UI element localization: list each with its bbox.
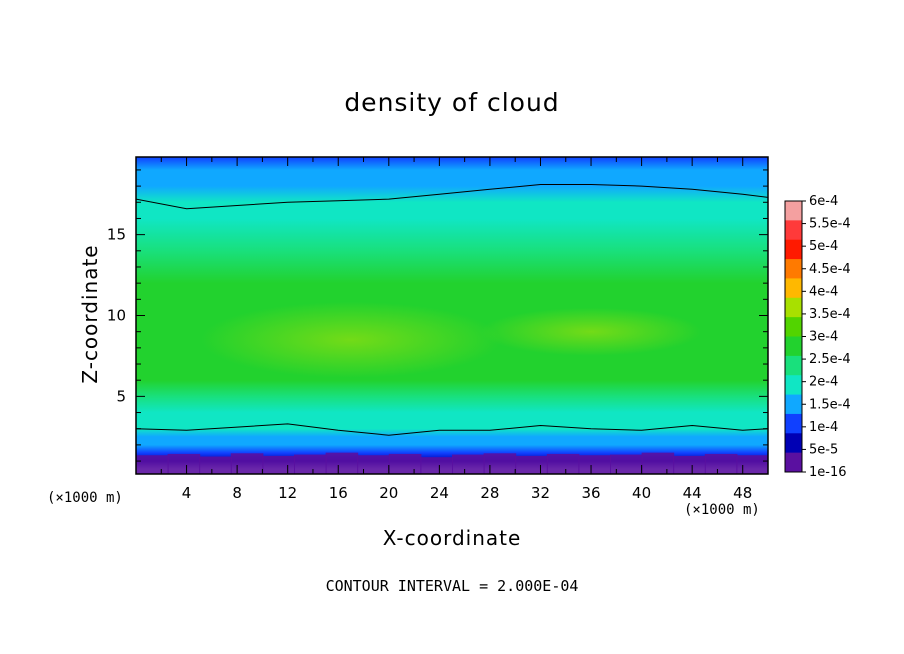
x-tick-label: 40 xyxy=(632,484,651,502)
density-field xyxy=(136,157,768,474)
colorbar-swatch xyxy=(785,355,802,376)
surface-band xyxy=(515,455,548,474)
contour-2e-4-upper-line xyxy=(136,184,768,210)
x-tick-label: 4 xyxy=(182,484,192,502)
colorbar-label: 3e-4 xyxy=(809,330,838,345)
x-tick-label: 20 xyxy=(379,484,398,502)
contour-interval-note: CONTOUR INTERVAL = 2.000E-04 xyxy=(325,577,579,595)
density-core xyxy=(200,301,501,378)
colorbar-label: 2.5e-4 xyxy=(809,352,851,367)
x-tick-label: 24 xyxy=(430,484,449,502)
colorbar-swatch xyxy=(785,278,802,299)
y-tick-label: 10 xyxy=(107,307,126,325)
surface-band xyxy=(357,455,390,474)
colorbar-label: 5.5e-4 xyxy=(809,217,851,232)
colorbar-label: 4.5e-4 xyxy=(809,262,851,277)
x-axis-label: X-coordinate xyxy=(382,526,522,550)
density-core xyxy=(481,307,702,356)
surface-band xyxy=(483,453,517,474)
colorbar-label: 1e-16 xyxy=(809,465,847,480)
colorbar-swatch xyxy=(785,297,802,318)
colorbar-swatch xyxy=(785,317,802,337)
x-tick-label: 28 xyxy=(480,484,499,502)
x-tick-label: 36 xyxy=(581,484,600,502)
colorbar-swatch xyxy=(785,201,802,221)
colorbar-label: 3.5e-4 xyxy=(809,307,851,322)
y-tick-label: 5 xyxy=(116,387,126,405)
colorbar-swatch xyxy=(785,413,802,434)
surface-band xyxy=(199,456,232,474)
surface-band xyxy=(736,455,768,474)
x-tick-label: 8 xyxy=(232,484,242,502)
surface-band xyxy=(578,455,611,474)
surface-band xyxy=(167,453,201,474)
contour-2e-4-lower-line xyxy=(136,423,768,436)
surface-band xyxy=(136,455,169,474)
surface-band xyxy=(641,452,675,474)
x-axis: 4 8 12 16 20 24 28 32 36 40 44 48 xyxy=(160,157,769,502)
x-unit-label-left: (×1000 m) xyxy=(47,490,123,506)
colorbar-swatch xyxy=(785,259,802,279)
colorbar-swatch xyxy=(785,336,802,357)
colorbar-swatch xyxy=(785,220,802,241)
surface-band xyxy=(704,453,738,474)
surface-band xyxy=(452,454,485,474)
surface-band xyxy=(546,453,580,474)
contour-lines xyxy=(136,184,768,436)
x-tick-label: 32 xyxy=(531,484,550,502)
colorbar-label: 5e-5 xyxy=(809,442,838,457)
surface-band xyxy=(388,453,422,474)
surface-band xyxy=(230,453,264,474)
surface-band xyxy=(294,454,327,474)
surface-band xyxy=(610,454,643,474)
colorbar: 6e-4 5.5e-4 5e-4 4.5e-4 4e-4 3.5e-4 3e-4 2.5e-4… xyxy=(784,194,851,480)
x-unit-label-right: (×1000 m) xyxy=(684,502,760,518)
colorbar-swatch xyxy=(785,375,802,396)
colorbar-label: 4e-4 xyxy=(809,284,838,299)
colorbar-swatch xyxy=(785,394,802,415)
colorbar-label: 2e-4 xyxy=(809,375,838,390)
x-tick-label: 16 xyxy=(329,484,348,502)
chart-title: density of cloud xyxy=(344,88,560,117)
x-tick-label: 48 xyxy=(733,484,752,502)
colorbar-swatch xyxy=(785,433,802,454)
colorbar-label: 1.5e-4 xyxy=(809,397,851,412)
surface-band xyxy=(420,457,453,474)
colorbar-label: 5e-4 xyxy=(809,239,838,254)
surface-band xyxy=(262,455,295,474)
colorbar-label: 1e-4 xyxy=(809,420,838,435)
x-tick-label: 44 xyxy=(683,484,702,502)
surface-band xyxy=(673,455,706,474)
colorbar-swatch xyxy=(785,452,802,473)
surface-band xyxy=(325,452,359,474)
colorbar-swatch xyxy=(785,239,802,260)
y-axis: 5 10 15 xyxy=(107,169,768,462)
y-tick-label: 15 xyxy=(107,226,126,244)
x-tick-label: 12 xyxy=(278,484,297,502)
colorbar-label: 6e-4 xyxy=(809,194,838,209)
